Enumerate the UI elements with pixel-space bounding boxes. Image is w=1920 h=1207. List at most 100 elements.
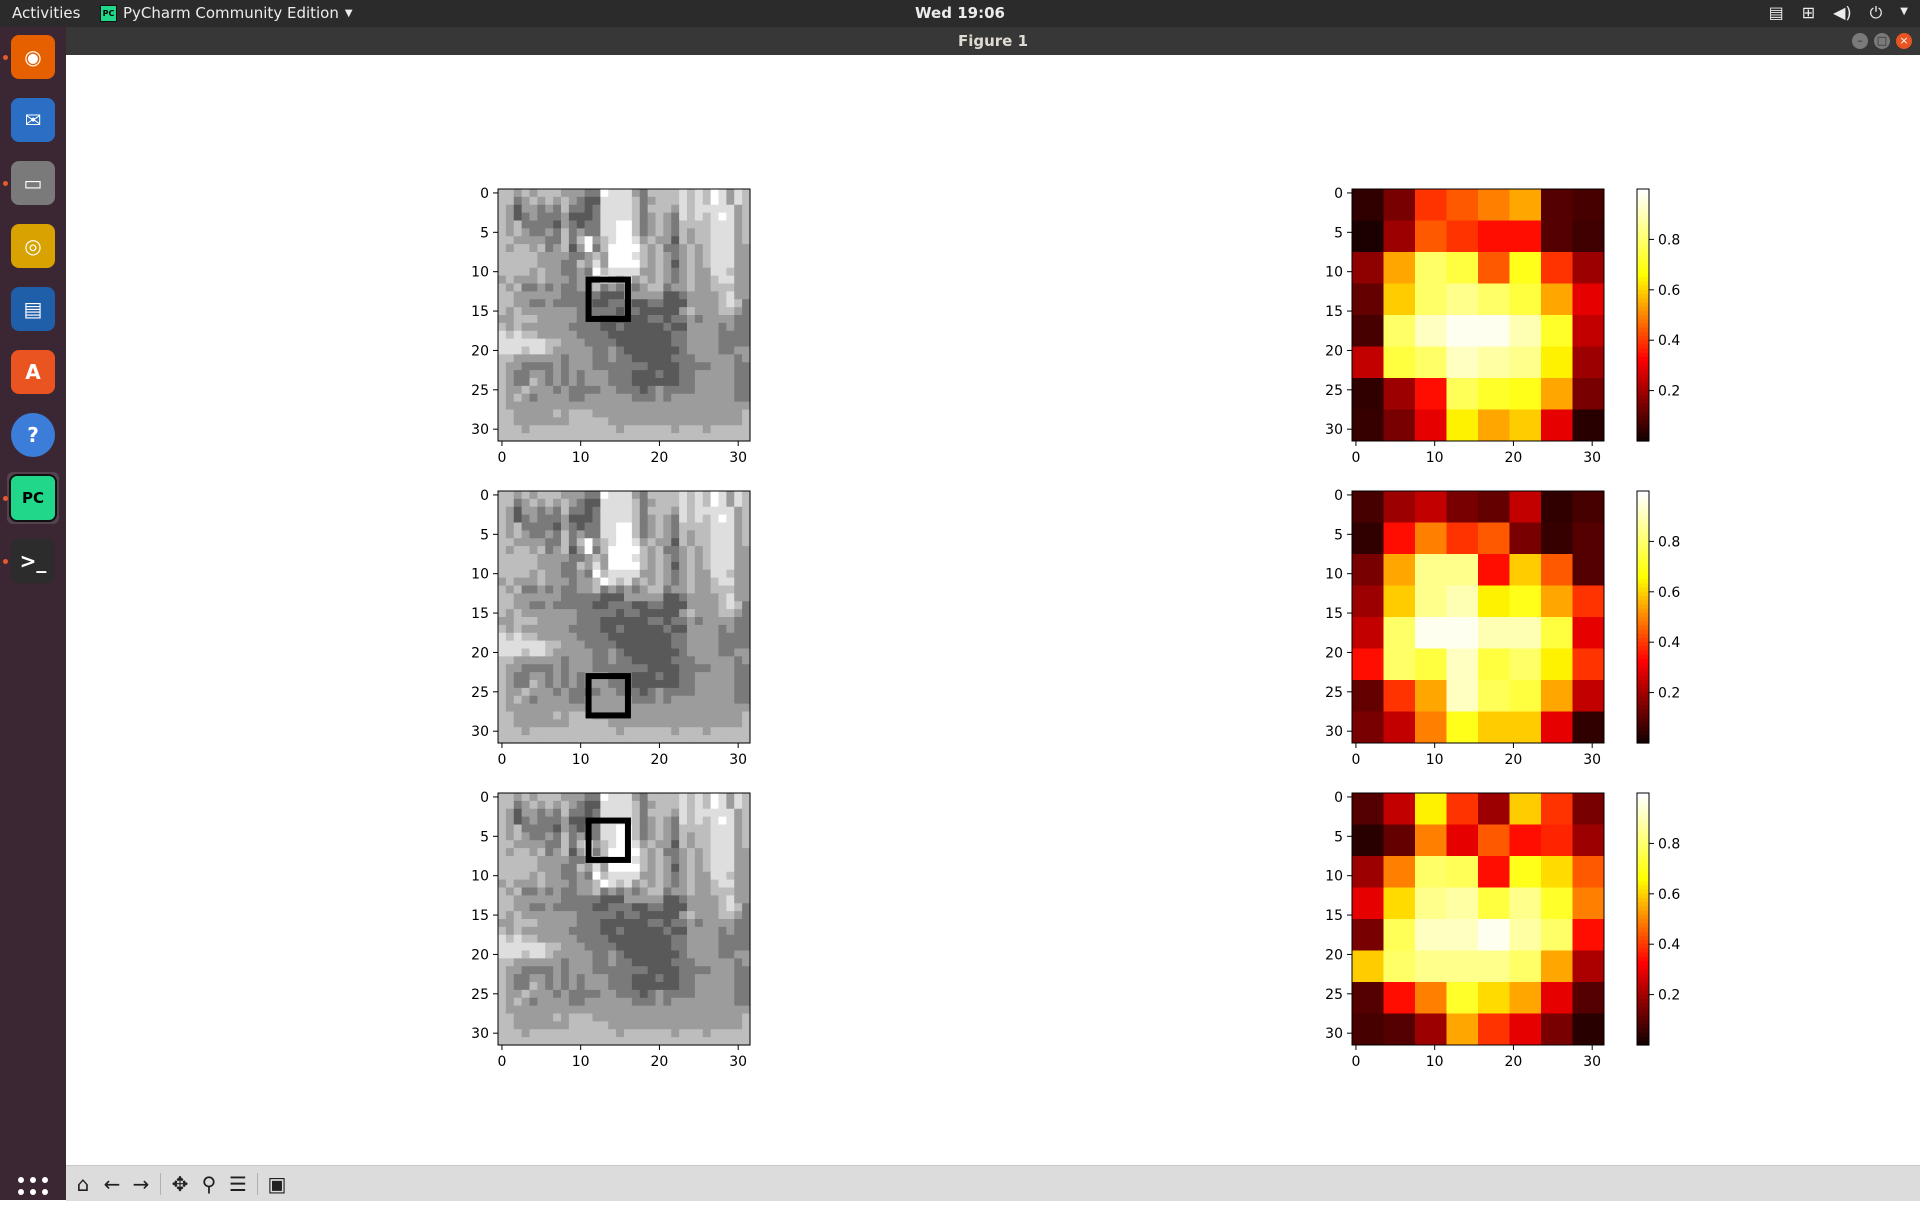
system-tray[interactable]: ▤ ⊞ ◀) ⏻ ▼ (1769, 3, 1908, 23)
dock-item-files[interactable]: ▭ (3, 157, 59, 209)
image-pixel (616, 433, 625, 442)
image-pixel (584, 417, 594, 426)
image-pixel (584, 362, 594, 371)
show-applications-icon[interactable] (18, 1177, 48, 1207)
image-pixel (655, 593, 664, 602)
rhythmbox-icon: ◎ (11, 224, 55, 268)
colorbar-segment (1637, 352, 1649, 358)
image-pixel (718, 856, 727, 865)
image-pixel (694, 640, 704, 650)
image-pixel (671, 793, 680, 802)
image-pixel (592, 989, 601, 999)
image-pixel (505, 315, 515, 324)
image-pixel (553, 299, 562, 308)
image-pixel (718, 322, 727, 332)
image-pixel (529, 354, 538, 363)
image-pixel (631, 338, 641, 348)
image-pixel (710, 816, 720, 826)
heatmap-axis-ytick-label: 0 (1334, 488, 1343, 504)
heatmap-cell (1478, 793, 1510, 825)
pan-icon[interactable]: ✥ (171, 1172, 189, 1196)
image-pixel (529, 370, 538, 379)
heatmap-cell (1415, 680, 1447, 712)
dock-item-thunderbird[interactable]: ✉ (7, 94, 59, 146)
activities-button[interactable]: Activities (12, 4, 81, 22)
image-pixel (521, 385, 531, 395)
forward-icon[interactable]: → (132, 1172, 150, 1196)
image-pixel (513, 832, 523, 841)
dock-item-libreoffice-writer[interactable]: ▤ (7, 283, 59, 335)
heatmap-cell (1446, 585, 1479, 618)
minimize-button[interactable]: – (1852, 33, 1868, 49)
power-icon[interactable]: ⏻ (1869, 3, 1883, 22)
image-pixel (600, 252, 609, 261)
configure-subplots-icon[interactable]: ☰ (229, 1172, 247, 1196)
image-pixel (505, 577, 515, 587)
clipboard-icon[interactable]: ▤ (1768, 3, 1784, 22)
home-icon[interactable]: ⌂ (76, 1172, 90, 1196)
maximize-button[interactable]: □ (1874, 33, 1890, 49)
image-pixel (742, 1037, 751, 1046)
image-pixel (561, 401, 570, 411)
image-pixel (592, 409, 601, 418)
figure-canvas[interactable]: 0 5 10 15 20 25 30 0 10 20 30 0 5 10 15 20 25 30 0 10 20 30 0.… (66, 55, 1920, 1165)
dock-item-rhythmbox[interactable]: ◎ (7, 220, 59, 272)
image-pixel (734, 926, 743, 936)
image-pixel (647, 362, 657, 371)
back-icon[interactable]: ← (103, 1172, 121, 1196)
image-pixel (718, 538, 727, 547)
image-pixel (521, 879, 531, 889)
image-pixel (679, 735, 688, 744)
dock-item-firefox[interactable]: ◉ (3, 31, 59, 83)
image-pixel (718, 236, 727, 245)
image-pixel (553, 601, 562, 610)
dock-item-ubuntu-software[interactable]: A (7, 346, 59, 398)
chevron-down-icon[interactable]: ▼ (1900, 6, 1908, 17)
dock-item-pycharm[interactable]: PC (3, 472, 59, 524)
image-pixel (726, 903, 735, 912)
image-pixel (553, 703, 562, 713)
image-pixel (592, 624, 601, 634)
image-pixel (576, 824, 586, 833)
image-pixel (498, 832, 507, 841)
image-pixel (624, 911, 633, 920)
image-pixel (616, 793, 625, 802)
colorbar-segment (1637, 994, 1649, 1000)
image-pixel (694, 307, 704, 316)
image-pixel (600, 735, 609, 744)
image-pixel (631, 609, 641, 618)
colorbar-segment (1637, 524, 1649, 530)
image-pixel (561, 703, 570, 713)
image-pixel (726, 871, 735, 881)
image-pixel (529, 1021, 538, 1030)
image-pixel (592, 244, 601, 253)
image-pixel (561, 664, 570, 673)
image-pixel (639, 934, 649, 944)
image-pixel (600, 966, 609, 975)
dock-item-help[interactable]: ? (7, 409, 59, 461)
image-pixel (568, 934, 578, 944)
image-pixel (584, 997, 594, 1007)
image-pixel (513, 848, 523, 857)
image-pixel (710, 315, 720, 324)
image-pixel (505, 338, 515, 348)
volume-icon[interactable]: ◀) (1833, 3, 1852, 22)
image-pixel (545, 727, 554, 736)
image-pixel (663, 863, 672, 873)
window-title-bar[interactable]: Figure 1 – □ × (66, 27, 1920, 55)
image-pixel (529, 362, 538, 371)
network-icon[interactable]: ⊞ (1801, 3, 1816, 22)
image-pixel (608, 800, 617, 810)
image-pixel (631, 656, 641, 665)
image-pixel (521, 315, 531, 324)
image-pixel (505, 824, 515, 833)
image-pixel (561, 585, 570, 594)
image-pixel (592, 950, 601, 959)
zoom-icon[interactable]: ⚲ (201, 1172, 217, 1196)
app-menu[interactable]: PC PyCharm Community Edition ▼ (100, 4, 353, 22)
image-pixel (584, 322, 594, 332)
image-pixel (679, 856, 688, 865)
close-button[interactable]: × (1896, 33, 1912, 49)
save-icon[interactable]: ▣ (267, 1172, 287, 1196)
dock-item-terminal[interactable]: >_ (3, 535, 59, 587)
